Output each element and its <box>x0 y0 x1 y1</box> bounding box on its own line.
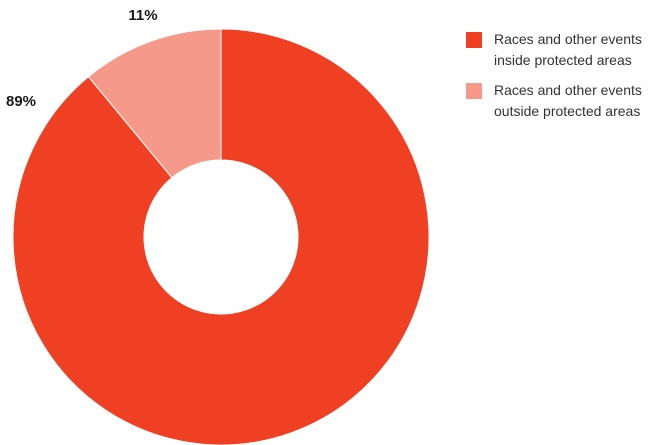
legend-item-inside: Races and other events inside protected … <box>466 29 662 71</box>
legend-swatch-inside <box>466 32 482 48</box>
legend-label-outside-line2: outside protected areas <box>494 103 641 119</box>
legend-item-outside: Races and other events outside protected… <box>466 80 662 122</box>
legend-label-inside-line2: inside protected areas <box>494 52 632 68</box>
legend-label-inside-line1: Races and other events <box>494 31 642 47</box>
legend-label-outside-line1: Races and other events <box>494 82 642 98</box>
chart-legend: Races and other events inside protected … <box>466 29 662 131</box>
legend-swatch-outside <box>466 83 482 99</box>
legend-label-outside: Races and other events outside protected… <box>494 80 662 122</box>
slice-label-outside: 11% <box>128 7 157 24</box>
donut-slice-outside <box>87 28 222 179</box>
legend-label-inside: Races and other events inside protected … <box>494 29 662 71</box>
slice-label-inside: 89% <box>6 93 36 110</box>
donut-slice-inside <box>12 28 430 445</box>
